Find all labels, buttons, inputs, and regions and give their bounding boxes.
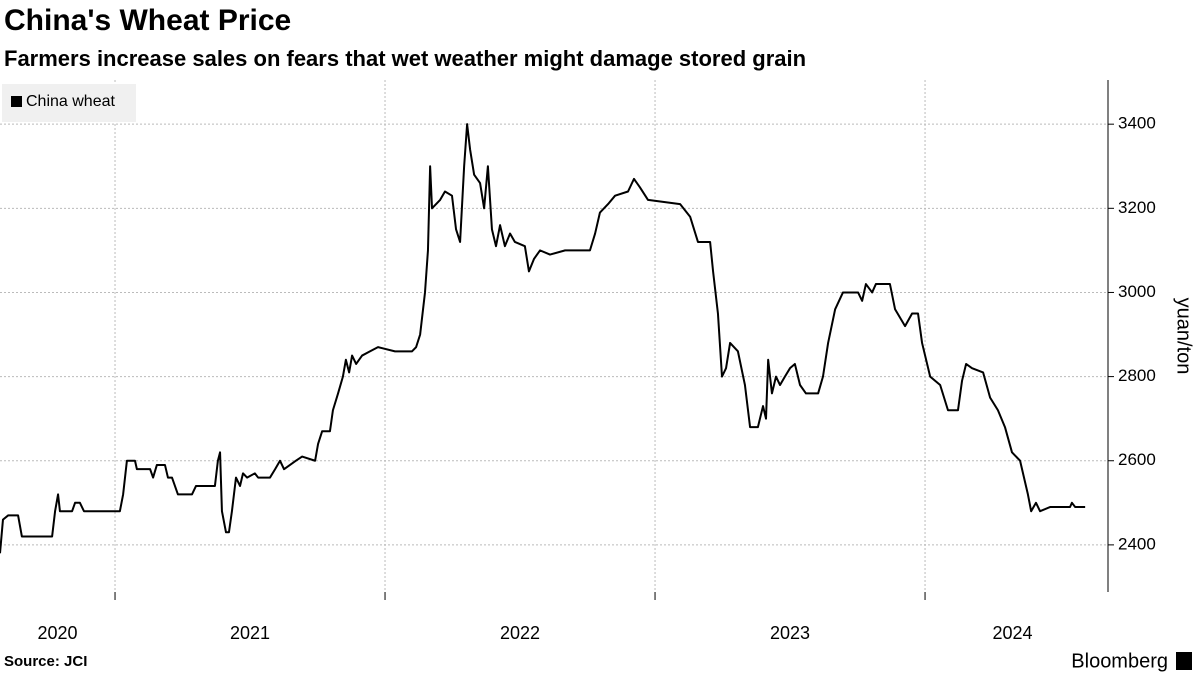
y-tick-label: 3400 bbox=[1118, 114, 1156, 133]
brand-icon bbox=[1176, 652, 1192, 670]
legend-box bbox=[2, 84, 136, 122]
y-tick-label: 2800 bbox=[1118, 366, 1156, 385]
y-tick-label: 2600 bbox=[1118, 450, 1156, 469]
x-tick-label: 2023 bbox=[770, 623, 810, 643]
x-tick-label: 2024 bbox=[992, 623, 1032, 643]
line-series bbox=[0, 123, 1086, 554]
y-tick-label: 3200 bbox=[1118, 198, 1156, 217]
y-axis-label: yuan/ton bbox=[1173, 298, 1195, 375]
brand: Bloomberg bbox=[1071, 650, 1168, 672]
y-tick-label: 3000 bbox=[1118, 282, 1156, 301]
x-tick-label: 2022 bbox=[500, 623, 540, 643]
source: Source: JCI bbox=[4, 653, 87, 670]
y-tick-label: 2400 bbox=[1118, 534, 1156, 553]
chart-subtitle: Farmers increase sales on fears that wet… bbox=[4, 46, 806, 71]
chart-title: China's Wheat Price bbox=[4, 4, 291, 37]
legend-label: China wheat bbox=[26, 93, 116, 110]
x-tick-label: 2021 bbox=[230, 623, 270, 643]
legend-swatch bbox=[11, 96, 22, 107]
x-tick-label: 2020 bbox=[37, 623, 77, 643]
